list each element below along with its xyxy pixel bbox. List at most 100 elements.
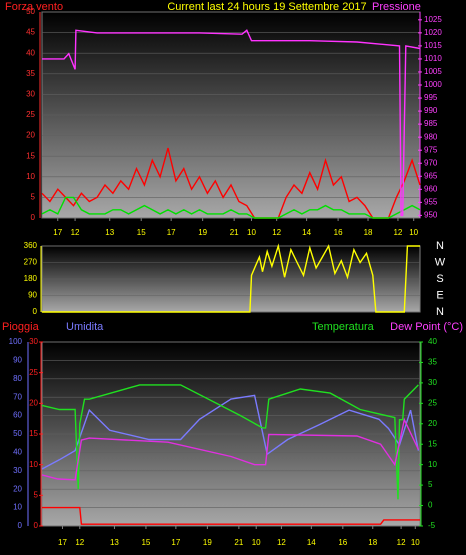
y-tick-label: 5 <box>31 193 36 202</box>
y2-tick-label: 990 <box>424 106 438 115</box>
y2-tick-label: 995 <box>424 93 438 102</box>
x-tick-label: 15 <box>137 228 146 237</box>
x-tick-label: 18 <box>364 228 373 237</box>
y-tick-label: 360 <box>24 241 38 250</box>
y2-tick-label: 960 <box>424 184 438 193</box>
x-tick-label: 12 <box>71 228 80 237</box>
y-tick-label: 0 <box>18 521 23 530</box>
y2-tick-label: 950 <box>424 211 438 220</box>
legend-label: Dew Point (°C) <box>390 321 463 333</box>
x-tick-label: 10 <box>411 538 420 547</box>
x-tick-label: 12 <box>397 538 406 547</box>
y3-tick-label: 25 <box>29 368 38 377</box>
y2-tick-label: 965 <box>424 171 438 180</box>
y2-tick-label: 40 <box>428 337 437 346</box>
y2-tick-label: 1025 <box>424 15 442 24</box>
compass-label: S <box>436 273 443 285</box>
x-tick-label: 12 <box>272 228 281 237</box>
y3-tick-label: 10 <box>29 460 38 469</box>
y-tick-label: 10 <box>26 172 35 181</box>
x-tick-label: 19 <box>203 538 212 547</box>
y-tick-label: 0 <box>33 307 38 316</box>
y-tick-label: 180 <box>24 274 38 283</box>
legend-label: Pioggia <box>2 321 40 333</box>
y-tick-label: 80 <box>13 374 22 383</box>
y-tick-label: 100 <box>9 337 23 346</box>
y-tick-label: 30 <box>13 466 22 475</box>
y2-tick-label: 35 <box>428 358 437 367</box>
x-tick-label: 14 <box>302 228 311 237</box>
x-tick-label: 19 <box>198 228 207 237</box>
y3-tick-label: 20 <box>29 398 38 407</box>
x-tick-label: 13 <box>105 228 114 237</box>
y2-tick-label: 25 <box>428 398 437 407</box>
x-tick-label: 18 <box>368 538 377 547</box>
y3-tick-label: 30 <box>29 337 38 346</box>
x-tick-label: 14 <box>307 538 316 547</box>
y2-tick-label: 15 <box>428 439 437 448</box>
compass-label: N <box>436 240 444 252</box>
x-tick-label: 16 <box>338 538 347 547</box>
y-tick-label: 15 <box>26 151 35 160</box>
x-tick-label: 16 <box>334 228 343 237</box>
y2-tick-label: 0 <box>428 501 433 510</box>
series-line <box>41 394 420 470</box>
x-tick-label: 17 <box>58 538 67 547</box>
y-tick-label: 40 <box>26 48 35 57</box>
compass-label: W <box>435 256 446 268</box>
y-tick-label: 70 <box>13 392 22 401</box>
x-tick-label: 12 <box>393 228 402 237</box>
y-tick-label: 50 <box>26 7 35 16</box>
legend-label: Temperatura <box>312 321 375 333</box>
legend-label: Umidita <box>66 321 104 333</box>
x-tick-label: 15 <box>141 538 150 547</box>
y2-tick-label: 10 <box>428 460 437 469</box>
y-tick-label: 90 <box>28 291 37 300</box>
y-tick-label: 20 <box>13 484 22 493</box>
y-tick-label: 25 <box>26 110 35 119</box>
y-tick-label: 90 <box>13 356 22 365</box>
series-line <box>41 417 420 481</box>
y2-tick-label: 30 <box>428 378 437 387</box>
y-axis-title: Forza vento <box>5 1 63 13</box>
y-tick-label: 50 <box>13 429 22 438</box>
y2-tick-label: 1005 <box>424 67 442 76</box>
series-line <box>42 243 420 313</box>
y-tick-label: 45 <box>26 28 35 37</box>
series-line <box>41 147 421 219</box>
y2-tick-label: 985 <box>424 119 438 128</box>
x-tick-label: 10 <box>252 538 261 547</box>
y2-tick-label: 955 <box>424 197 438 206</box>
series-line <box>41 196 421 219</box>
y-tick-label: 30 <box>26 90 35 99</box>
x-tick-label: 12 <box>75 538 84 547</box>
y2-tick-label: 20 <box>428 419 437 428</box>
y2-tick-label: 1015 <box>424 41 442 50</box>
y-tick-label: 270 <box>24 258 38 267</box>
y2-tick-label: 1020 <box>424 28 442 37</box>
y-tick-label: 60 <box>13 411 22 420</box>
y3-tick-label: 15 <box>29 429 38 438</box>
y2-tick-label: 1010 <box>424 54 442 63</box>
y-tick-label: 10 <box>13 503 22 512</box>
x-tick-label: 12 <box>277 538 286 547</box>
compass-label: N <box>436 306 444 318</box>
x-tick-label: 17 <box>171 538 180 547</box>
x-tick-label: 21 <box>230 228 239 237</box>
x-tick-label: 13 <box>110 538 119 547</box>
x-tick-label: 10 <box>247 228 256 237</box>
y-tick-label: 35 <box>26 69 35 78</box>
chart-title: Current last 24 hours 19 Settembre 2017 <box>167 1 366 13</box>
y2-tick-label: 980 <box>424 132 438 141</box>
y-tick-label: 20 <box>26 131 35 140</box>
y-tick-label: 40 <box>13 448 22 457</box>
series-line <box>42 506 420 525</box>
y3-tick-label: 0 <box>34 521 39 530</box>
y2-axis-title: Pressione <box>372 1 421 13</box>
x-tick-label: 10 <box>409 228 418 237</box>
y2-tick-label: 970 <box>424 158 438 167</box>
y2-tick-label: -5 <box>428 521 436 530</box>
y3-tick-label: 5 <box>34 490 39 499</box>
